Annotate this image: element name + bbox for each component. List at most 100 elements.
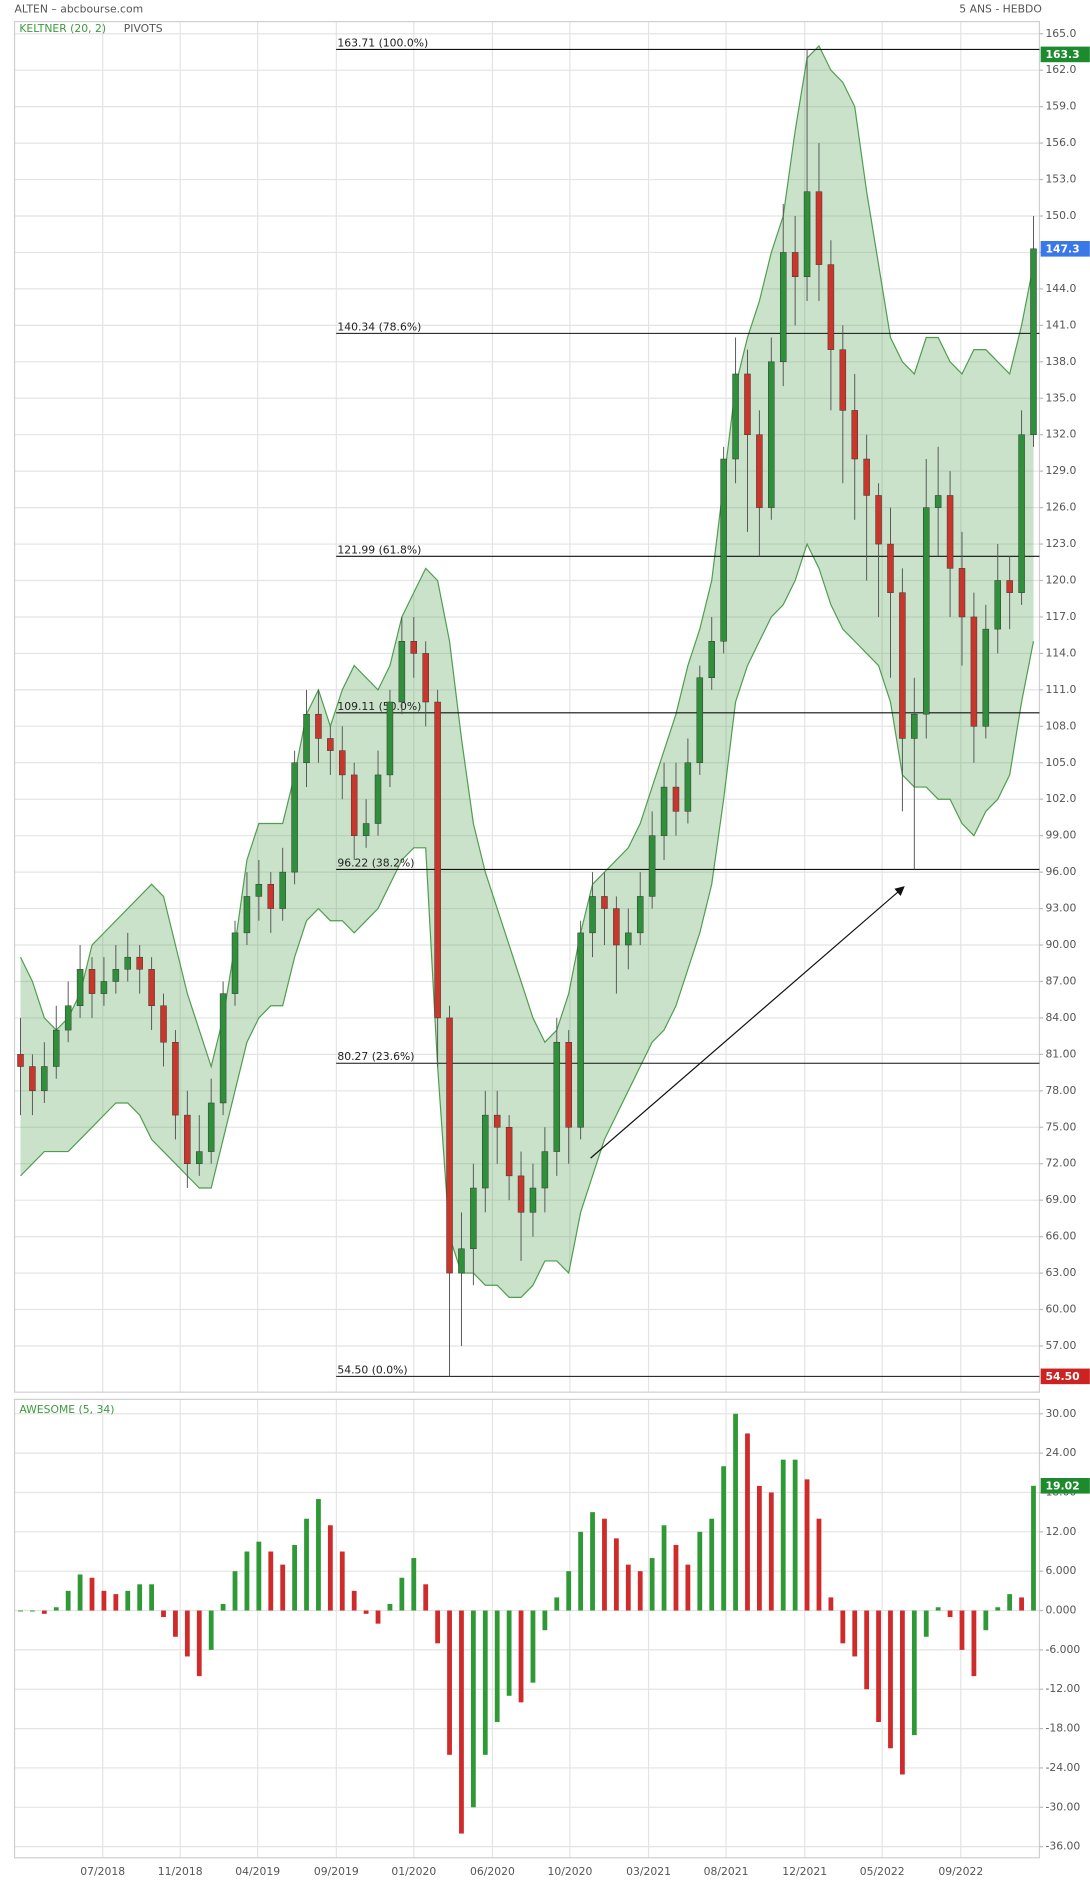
price-panel-frame — [13, 21, 1041, 1393]
oscillator-bar — [494, 1610, 500, 1723]
fib-label: 140.34 (78.6%) — [337, 320, 421, 333]
candle-body — [875, 495, 882, 545]
y-tick-label: 111.0 — [1045, 683, 1076, 696]
y-tick-label: 30.00 — [1045, 1407, 1076, 1420]
oscillator-bar — [18, 1610, 23, 1612]
candle-body — [696, 677, 704, 764]
y-tick-label: 141.0 — [1045, 318, 1076, 331]
candle-body — [958, 568, 966, 618]
y-tick-label: 78.00 — [1045, 1084, 1076, 1097]
y-tick-label: 81.00 — [1045, 1047, 1076, 1060]
candle-body — [398, 641, 406, 703]
candle-body — [708, 641, 715, 678]
y-tick-label: 165.0 — [1045, 27, 1076, 40]
y-tick-label: 57.00 — [1045, 1339, 1076, 1352]
candle-body — [613, 908, 620, 946]
plot: 07/2018 11/2018 04/2019 09/2019 01/2020 06/20… — [17, 27, 1090, 1878]
x-tick-label: 12/2021 — [782, 1865, 827, 1878]
price-badge — [1040, 1477, 1090, 1494]
candle-body — [76, 969, 84, 1007]
x-tick-label: 07/2018 — [80, 1865, 125, 1878]
oscillator-bar — [983, 1610, 989, 1631]
y-tick-label: 126.0 — [1045, 501, 1076, 514]
x-tick-label: 10/2020 — [547, 1865, 592, 1878]
y-tick-label: 135.0 — [1045, 391, 1076, 404]
x-tick-label: 01/2020 — [391, 1865, 436, 1878]
oscillator-bar — [888, 1610, 893, 1749]
oscillator-bar — [351, 1590, 357, 1611]
candle-body — [374, 774, 382, 824]
price-badge-label: 147.3 — [1045, 242, 1079, 255]
candle-body — [243, 896, 251, 934]
candle-body — [589, 896, 596, 934]
y-tick-label: 120.0 — [1045, 574, 1076, 587]
oscillator-bar — [41, 1610, 47, 1614]
x-tick-label: 06/2020 — [470, 1865, 515, 1878]
candle-body — [303, 713, 310, 764]
oscillator-bar — [995, 1607, 1001, 1611]
candle-body — [458, 1248, 465, 1274]
candle-body — [100, 981, 108, 994]
oscillator-bar — [780, 1459, 786, 1611]
y-tick-label: 66.00 — [1045, 1230, 1076, 1243]
oscillator-panel-frame — [13, 1398, 1041, 1859]
annotation-arrow — [590, 886, 905, 1159]
x-tick-label: 09/2019 — [314, 1865, 359, 1878]
candle-body — [136, 956, 143, 970]
price-badge — [1040, 46, 1090, 63]
oscillator-bar — [173, 1610, 178, 1637]
fib-label: 109.11 (50.0%) — [337, 700, 421, 713]
candle-body — [946, 495, 954, 569]
oscillator-bar — [554, 1597, 560, 1611]
oscillator-bar — [399, 1577, 405, 1611]
oscillator-bar — [316, 1499, 321, 1611]
y-tick-label: 60.00 — [1045, 1303, 1076, 1316]
oscillator-bar — [125, 1590, 131, 1611]
candle-body — [184, 1114, 191, 1164]
chart-subtitle: 5 ANS - HEBDO — [959, 3, 1042, 16]
y-tick-label: 144.0 — [1045, 282, 1076, 295]
oscillator-bar — [30, 1610, 35, 1612]
y-tick-label: 153.0 — [1045, 173, 1076, 186]
oscillator-bar — [423, 1584, 429, 1611]
oscillator-bar — [518, 1610, 524, 1703]
oscillator-bar — [649, 1558, 655, 1611]
oscillator-bar — [113, 1594, 119, 1611]
candle-body — [1006, 580, 1013, 593]
oscillator-bar — [697, 1531, 703, 1611]
oscillator-bar — [232, 1571, 238, 1611]
candle-body — [434, 701, 441, 1019]
candle-body — [362, 823, 370, 836]
fib-label: 54.50 (0.0%) — [337, 1363, 407, 1376]
y-tick-label: 102.0 — [1045, 792, 1076, 805]
oscillator-bar — [578, 1531, 584, 1611]
oscillator-bar — [208, 1610, 214, 1650]
oscillator-bar — [840, 1610, 846, 1644]
oscillator-bar — [268, 1551, 274, 1611]
y-tick-label: 114.0 — [1045, 646, 1076, 659]
candle-body — [41, 1066, 48, 1092]
y-tick-label: 117.0 — [1045, 610, 1076, 623]
candle-body — [660, 786, 668, 836]
oscillator-bar — [244, 1551, 250, 1611]
candle-body — [231, 932, 239, 994]
y-tick-label: 138.0 — [1045, 355, 1076, 368]
x-tick-label: 11/2018 — [158, 1865, 203, 1878]
oscillator-bar — [911, 1610, 917, 1736]
oscillator-bar — [590, 1512, 595, 1611]
candle-body — [470, 1187, 477, 1250]
y-tick-label: -12.00 — [1045, 1682, 1080, 1695]
candle-body — [756, 434, 763, 508]
oscillator-bar — [900, 1610, 905, 1775]
oscillator-bar — [459, 1610, 464, 1834]
candle-body — [207, 1102, 215, 1152]
y-tick-label: 24.00 — [1045, 1446, 1076, 1459]
oscillator-bar — [625, 1564, 631, 1611]
candle-body — [88, 969, 96, 994]
oscillator-bar — [447, 1610, 452, 1755]
chart-title: ALTEN – abcbourse.com — [15, 3, 144, 16]
candle-body — [541, 1151, 549, 1189]
oscillator-bar — [65, 1590, 71, 1611]
y-tick-label: 99.00 — [1045, 829, 1076, 842]
